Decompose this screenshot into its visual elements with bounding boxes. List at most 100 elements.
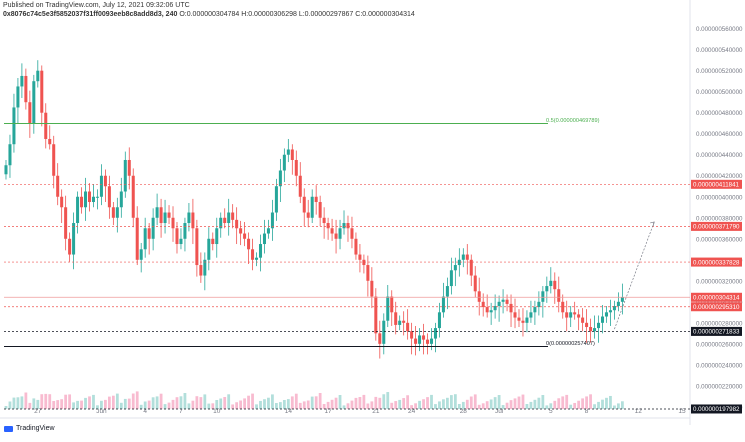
candle-body — [76, 196, 80, 224]
x-tick-label: 17 — [324, 408, 332, 415]
candle-body — [493, 306, 497, 311]
volume-bar — [231, 404, 235, 409]
candle-body — [509, 303, 513, 313]
candle-body — [429, 338, 434, 344]
candle-body — [115, 207, 119, 218]
price-label-box — [691, 302, 742, 312]
y-tick-label: 0.000000420000 — [696, 173, 743, 180]
volume-bar — [314, 396, 318, 409]
symbol-ohlc-line: 0x8076c74c5e3f5852037f31ff0093eeb8c8add8… — [3, 11, 415, 18]
candle-body — [402, 320, 406, 323]
volume-bar — [20, 396, 24, 409]
volume-bar — [469, 396, 473, 409]
volume-bar — [32, 398, 36, 409]
candle-body — [40, 70, 44, 113]
candle-body — [195, 228, 199, 266]
candle-body — [426, 339, 430, 344]
volume-bar — [318, 393, 322, 409]
volume-bar — [617, 403, 620, 409]
volume-bar — [64, 394, 68, 409]
volume-bar — [541, 395, 545, 409]
volume-bar — [243, 398, 246, 409]
volume-bar — [247, 395, 250, 409]
candle-body — [270, 212, 274, 229]
candle-body — [414, 338, 418, 344]
candle-body — [131, 175, 135, 218]
candle-body — [354, 238, 358, 255]
candle-body — [589, 327, 593, 332]
volume-bar — [322, 404, 326, 409]
volume-bar — [334, 397, 338, 409]
candle-body — [394, 312, 398, 325]
volume-bar — [473, 394, 477, 409]
candle-body — [485, 307, 489, 313]
volume-bar — [199, 397, 203, 409]
candle-body — [569, 312, 573, 318]
candle-body — [489, 310, 493, 313]
volume-bar — [449, 395, 453, 409]
candle-body — [461, 254, 465, 260]
candle-body — [290, 149, 294, 160]
candle-body — [215, 228, 219, 245]
volume-bar — [44, 393, 48, 409]
volume-bar — [310, 396, 314, 409]
candle-body — [167, 212, 171, 218]
volume-bar — [338, 395, 342, 409]
candle-body — [573, 312, 577, 315]
volume-bar — [56, 400, 60, 409]
volume-bar — [286, 399, 290, 409]
volume-bar — [195, 396, 199, 409]
volume-bar — [24, 392, 28, 409]
price-label-box — [691, 292, 742, 302]
volume-bar — [573, 402, 577, 409]
candle-body — [87, 191, 92, 203]
volume-bar — [127, 398, 131, 409]
volume-bar — [426, 397, 429, 409]
volume-bar — [155, 396, 159, 409]
volume-bar — [72, 402, 75, 409]
candle-body — [68, 238, 72, 255]
projection-arrow-line — [614, 221, 655, 330]
volume-bar — [414, 403, 417, 409]
candle-body — [302, 196, 306, 213]
candle-body — [477, 291, 481, 302]
volume-bar — [107, 396, 111, 409]
volume-bar — [346, 403, 350, 409]
volume-bar — [569, 404, 573, 409]
candle-body — [497, 301, 501, 307]
candle-body — [135, 217, 139, 260]
candle-body — [549, 280, 553, 287]
price-label-box — [691, 326, 742, 336]
volume-bar — [84, 397, 87, 409]
price-label-text: 0.000000337828 — [693, 259, 740, 266]
volume-bar — [577, 400, 581, 409]
candle-body — [60, 196, 64, 208]
candle-body — [207, 238, 211, 260]
volume-bar — [374, 396, 378, 409]
candle-body — [123, 159, 127, 192]
candle-body — [326, 223, 330, 229]
price-label-text: 0.000000197982 — [693, 406, 740, 413]
candle-body — [533, 307, 537, 313]
volume-bar — [585, 396, 588, 409]
y-tick-label: 0.000000560000 — [696, 26, 743, 33]
candle-body — [99, 175, 103, 197]
candle-body — [298, 175, 302, 197]
candle-body — [557, 289, 561, 302]
volume-bar — [402, 398, 406, 409]
volume-bar — [215, 400, 219, 409]
candle-body — [422, 335, 426, 340]
candle-body — [612, 306, 616, 311]
volume-bar — [557, 398, 561, 409]
candle-body — [219, 217, 223, 229]
candle-body — [24, 75, 28, 103]
y-tick-label: 0.000000480000 — [696, 110, 743, 117]
price-label-box — [691, 404, 742, 414]
tradingview-logo-icon — [4, 425, 13, 432]
candle-body — [437, 312, 441, 329]
candle-body — [175, 228, 179, 245]
x-tick-label: 8 — [585, 408, 589, 415]
candle-body — [139, 249, 143, 260]
